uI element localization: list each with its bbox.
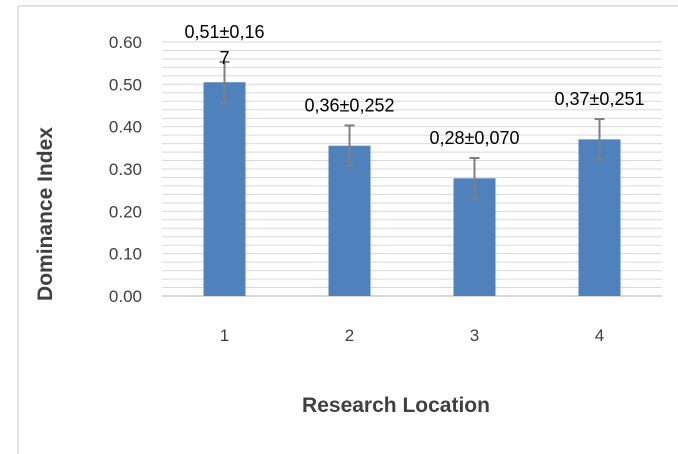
y-tick-label: 0.50 — [109, 75, 142, 94]
x-tick-labels: 1 2 3 4 — [220, 326, 604, 345]
bar — [328, 145, 371, 296]
y-tick-label: 0.10 — [109, 245, 142, 264]
data-label: 0,28±0,070 — [430, 128, 520, 148]
data-label: 0,36±0,252 — [305, 95, 395, 115]
data-label: 0,51±0,16 — [185, 22, 265, 42]
x-tick-label: 4 — [595, 326, 604, 345]
y-tick-label: 0.30 — [109, 160, 142, 179]
bars — [203, 82, 621, 296]
x-tick-label: 3 — [470, 326, 479, 345]
y-axis-title: Dominance Index — [34, 127, 57, 301]
x-axis-title: Research Location — [302, 394, 490, 417]
y-tick-label: 0.20 — [109, 202, 142, 221]
data-label-wrap: 7 — [219, 48, 229, 68]
error-bars — [219, 60, 605, 200]
data-label: 0,37±0,251 — [555, 89, 645, 109]
x-tick-label: 2 — [345, 326, 354, 345]
y-tick-label: 0.60 — [109, 33, 142, 52]
data-labels: 0,51±0,16 7 0,36±0,252 0,28±0,070 0,37±0,251 — [185, 22, 645, 148]
bar — [203, 82, 246, 296]
bar — [578, 139, 621, 296]
y-tick-label: 0.00 — [109, 287, 142, 306]
y-tick-label: 0.40 — [109, 118, 142, 137]
y-tick-labels: 0.00 0.10 0.20 0.30 0.40 0.50 0.60 — [109, 33, 142, 306]
x-tick-label: 1 — [220, 326, 229, 345]
